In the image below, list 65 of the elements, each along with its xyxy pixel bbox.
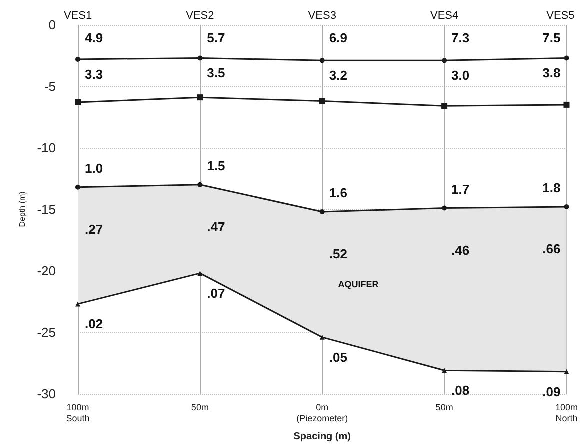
y-tick-label: -5 xyxy=(44,79,56,94)
text: VES2 xyxy=(186,10,214,22)
y-tick-label: -20 xyxy=(37,264,56,278)
annotation: 1.8 xyxy=(542,180,561,196)
x-tick-label: 50m xyxy=(436,402,454,412)
point xyxy=(442,206,448,211)
annotation: .05 xyxy=(329,350,348,365)
x-tick-label: 0m (Piezometer) xyxy=(296,402,348,424)
point xyxy=(320,209,325,214)
point xyxy=(198,56,203,61)
annotation: .09 xyxy=(542,384,561,400)
annotation: 1.0 xyxy=(85,160,104,176)
point xyxy=(197,94,204,101)
point xyxy=(564,102,570,108)
annotation: AQUIFER xyxy=(338,280,380,290)
text: VES4 xyxy=(430,10,459,22)
point xyxy=(198,182,203,188)
annotation: 7.3 xyxy=(452,30,470,46)
annotation: 6.9 xyxy=(329,30,348,46)
point xyxy=(442,368,448,374)
point xyxy=(564,369,570,374)
annotation: 4.9 xyxy=(85,30,104,46)
y-tick-label: -25 xyxy=(37,325,56,340)
annotation: 1.5 xyxy=(207,158,226,174)
annotation: .66 xyxy=(542,242,561,257)
annotation: 3.5 xyxy=(207,66,226,81)
annotation: .02 xyxy=(85,316,104,332)
point xyxy=(198,270,203,276)
annotation: 3.2 xyxy=(329,68,348,84)
y-tick-label: -15 xyxy=(37,202,56,217)
annotation: .52 xyxy=(329,246,348,262)
annotation: .07 xyxy=(207,286,226,301)
point xyxy=(76,184,80,190)
point xyxy=(564,56,570,61)
annotation: .08 xyxy=(452,383,470,398)
text: VES5 xyxy=(546,10,575,22)
point xyxy=(76,302,80,307)
annotation: 1.7 xyxy=(452,182,470,197)
annotation: .47 xyxy=(207,219,226,234)
x-tick-label: 100m North xyxy=(555,402,578,424)
point xyxy=(75,99,81,106)
point xyxy=(564,204,570,210)
text: VES1 xyxy=(64,10,92,22)
point xyxy=(320,58,325,64)
point xyxy=(76,56,80,62)
y-axis-title: Depth (m) xyxy=(18,191,27,228)
annotation: 3.3 xyxy=(85,66,104,82)
annotation: 5.7 xyxy=(207,30,226,46)
x-tick-label: 50m xyxy=(191,402,209,412)
point xyxy=(442,58,448,64)
point xyxy=(319,98,326,104)
annotation: 3.8 xyxy=(542,66,561,81)
x-tick-label: 100m South xyxy=(66,402,90,424)
text: VES3 xyxy=(308,10,336,22)
annotation: .46 xyxy=(452,242,470,258)
y-tick-label: -10 xyxy=(37,140,56,156)
point xyxy=(320,334,325,340)
point xyxy=(442,103,448,110)
annotation: 1.6 xyxy=(329,185,348,200)
x-axis-title: Spacing (m) xyxy=(294,432,351,442)
annotation: 7.5 xyxy=(542,30,561,46)
annotation: .27 xyxy=(85,222,104,237)
y-tick-label: 0 xyxy=(48,18,56,32)
y-tick-label: -30 xyxy=(37,386,56,402)
annotation: 3.0 xyxy=(452,68,470,84)
